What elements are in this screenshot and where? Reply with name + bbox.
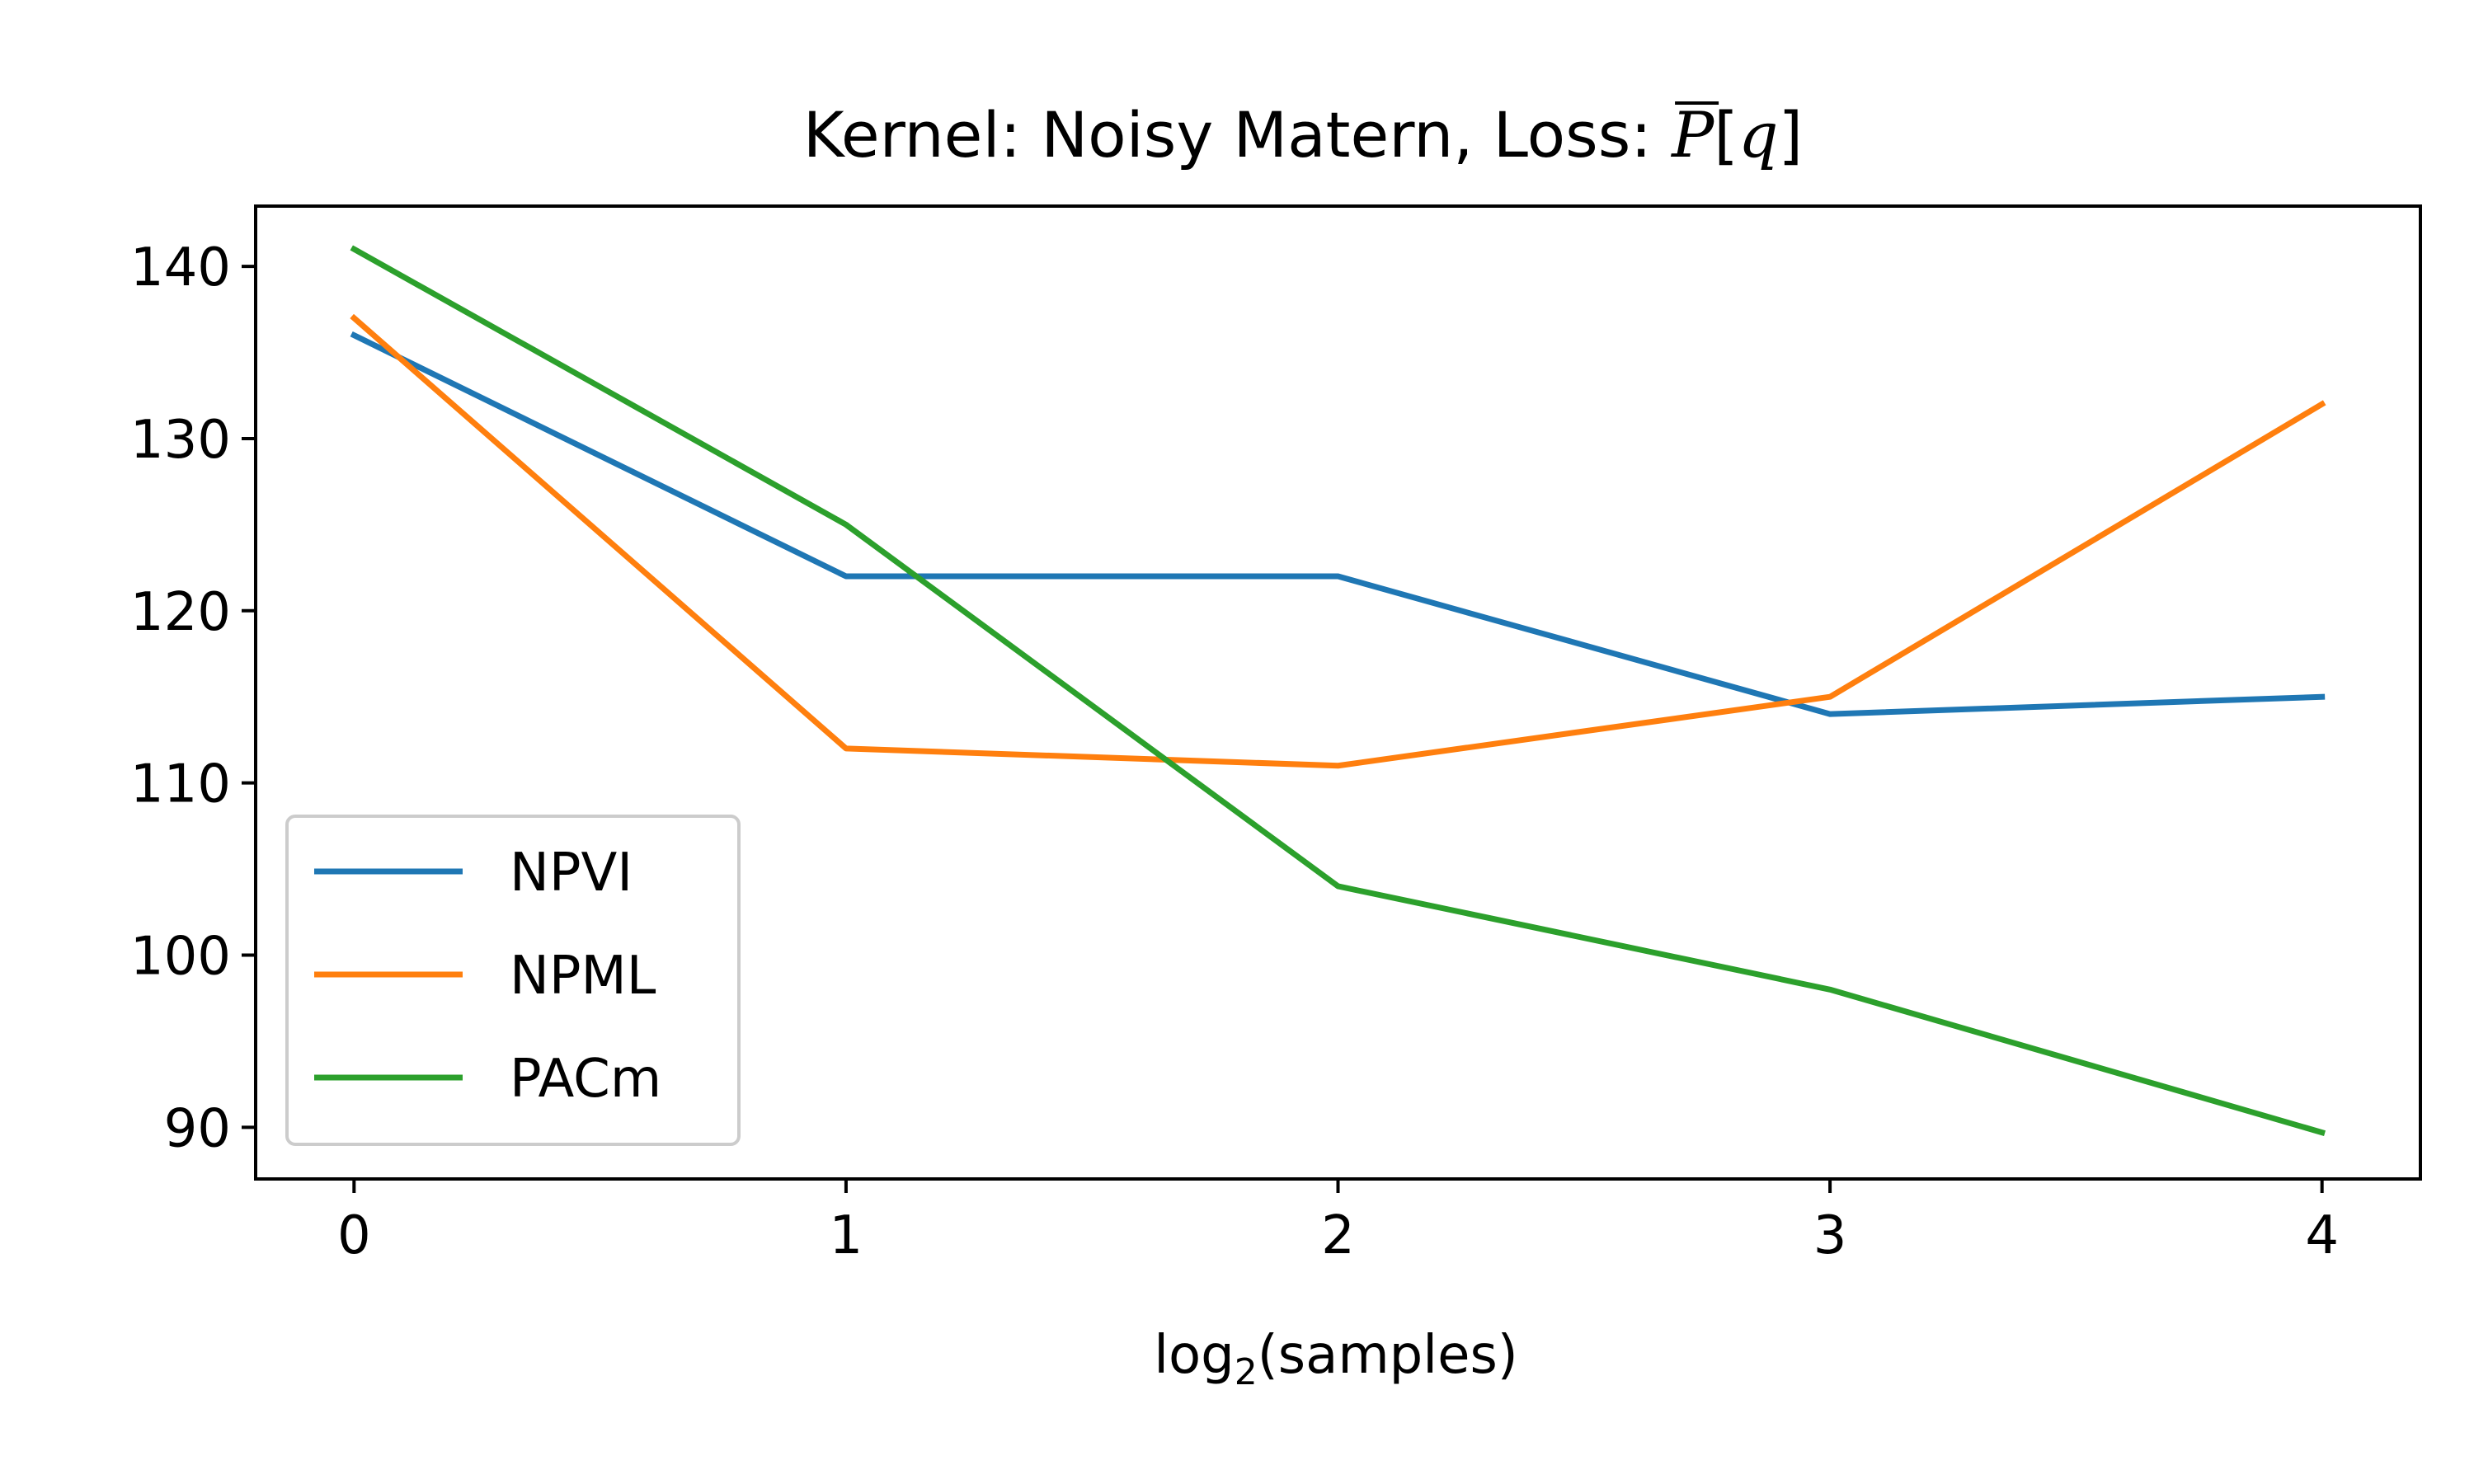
legend-label-npvi: NPVI [510, 843, 633, 904]
series-line-npvi [350, 331, 2326, 717]
x-tick-label: 1 [830, 1205, 863, 1266]
series-line-pacm [350, 245, 2326, 1136]
chart-title: Kernel: Noisy Matern, Loss: P[q] [803, 98, 1803, 171]
chart-title-prefix: Kernel: Noisy Matern, Loss: [803, 98, 1672, 171]
chart-title-bracket-close: ] [1779, 98, 1804, 171]
legend: NPVI NPML PACm [285, 815, 741, 1146]
x-tick-label: 4 [2305, 1205, 2339, 1266]
y-tick-label: 90 [164, 1098, 231, 1159]
legend-box [285, 815, 741, 1146]
x-axis-label: log2(samples) [1154, 1325, 1518, 1393]
x-tick-label: 0 [337, 1205, 371, 1266]
chart-title-math-arg: q [1738, 98, 1779, 171]
chart-title-bracket-open: [ [1714, 98, 1738, 171]
x-axis-label-subscript: 2 [1235, 1351, 1258, 1393]
y-tick-label: 110 [130, 754, 231, 815]
x-axis-label-base: log [1154, 1325, 1235, 1386]
x-axis-label-rest: (samples) [1258, 1325, 1518, 1386]
y-tick-label: 130 [130, 410, 231, 471]
y-tick-label: 100 [130, 926, 231, 987]
y-tick-label: 140 [130, 237, 231, 298]
legend-label-npml: NPML [510, 946, 656, 1007]
axes-layer: 0 1 2 3 4 90 100 110 120 130 140 [130, 204, 2422, 1266]
series-layer [350, 245, 2326, 1136]
y-tick-label: 120 [130, 582, 231, 643]
x-tick-label: 2 [1321, 1205, 1355, 1266]
x-tick-label: 3 [1813, 1205, 1847, 1266]
chart-title-math-symbol: P [1670, 98, 1715, 171]
legend-label-pacm: PACm [510, 1049, 661, 1110]
series-line-npml [350, 313, 2326, 769]
